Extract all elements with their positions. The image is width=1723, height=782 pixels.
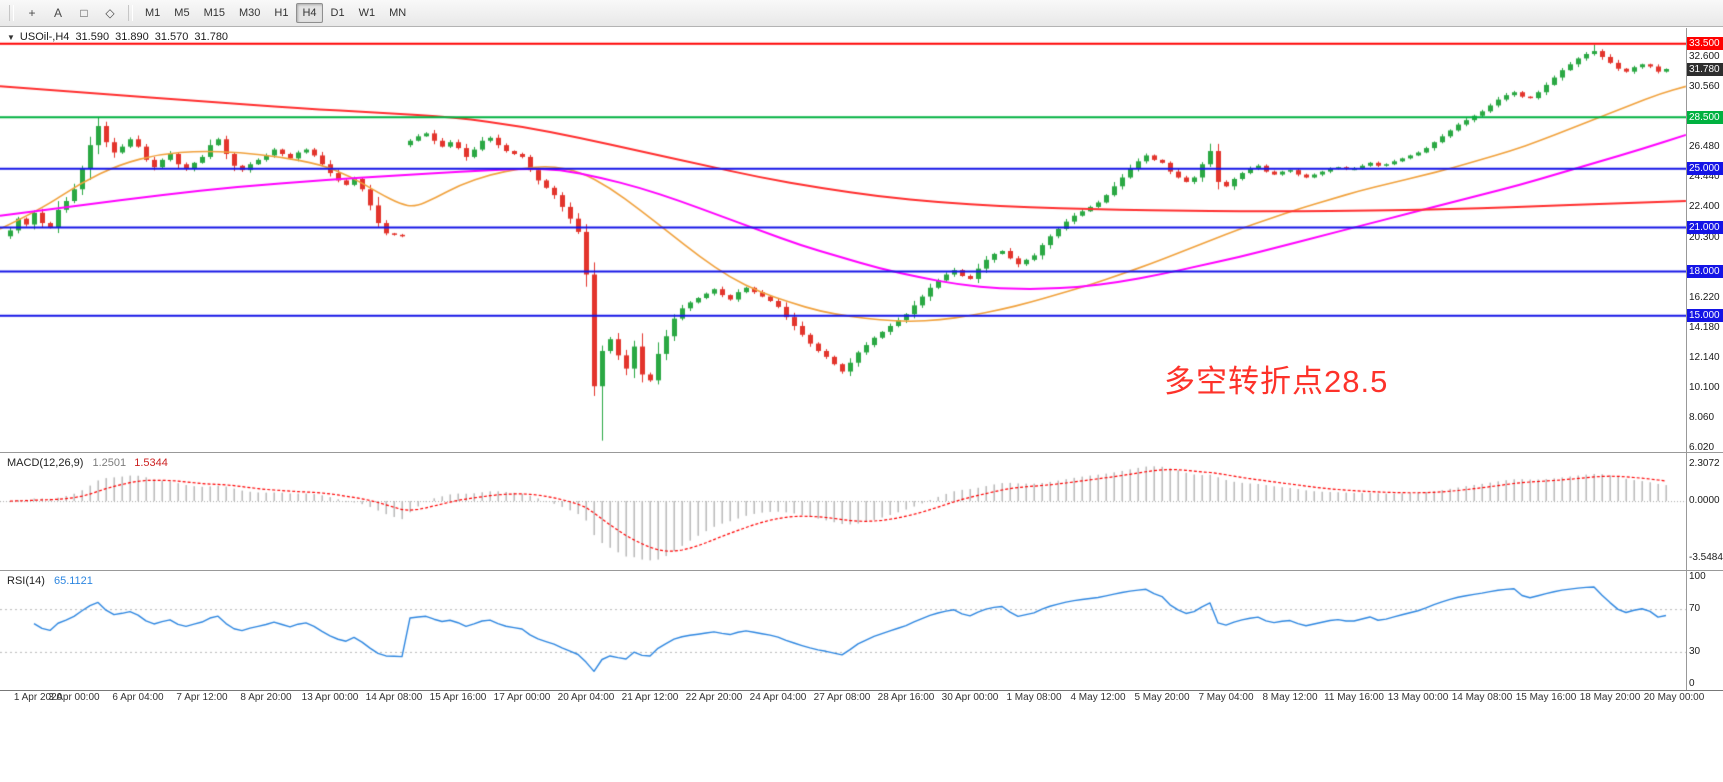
price-scale-label: 32.600 [1689,50,1720,62]
time-axis-label: 15 Apr 16:00 [429,692,487,703]
rsi-scale[interactable]: 100 70 30 0 [1687,571,1723,690]
time-axis-label: 18 May 20:00 [1579,692,1641,703]
rsi-scale-label: 100 [1689,571,1706,582]
price-scale-label: 20.300 [1689,231,1720,243]
panel-divider[interactable] [0,570,1723,571]
timeframe-button-mn[interactable]: MN [383,3,412,23]
macd-value-main: 1.2501 [92,457,127,469]
time-axis-label: 6 Apr 04:00 [112,692,164,703]
main-chart-canvas[interactable] [0,28,1687,452]
macd-scale[interactable]: 2.3072 0.0000 -3.5484 [1687,453,1723,570]
price-level-badge: 15.000 [1687,309,1723,323]
price-scale-label: 22.400 [1689,200,1720,212]
rsi-scale-label: 30 [1689,645,1701,657]
time-axis-label: 1 May 08:00 [1006,692,1062,703]
time-axis-line [0,690,1723,691]
price-scale-label: 6.020 [1689,441,1715,453]
price-scale-label: 10.100 [1689,381,1720,393]
price-scale-label: 24.440 [1689,170,1720,182]
ohlc-high: 31.890 [115,31,149,43]
ohlc-close: 31.780 [194,31,229,43]
price-scale-label: 12.140 [1689,351,1720,363]
time-axis-label: 27 Apr 08:00 [813,692,871,703]
rsi-scale-label: 0 [1689,678,1695,689]
time-axis-label: 17 Apr 00:00 [493,692,551,703]
time-axis-label: 1 Apr 2020 [13,692,63,703]
time-axis-label: 7 May 04:00 [1198,692,1254,703]
time-axis-label: 11 May 16:00 [1324,692,1384,703]
toolbar: + A □ ◇ M1 M5 M15 M30 H1 H4 D1 W1 MN [0,0,1723,27]
time-axis-label: 20 May 00:00 [1643,692,1705,703]
rsi-indicator-label: RSI(14) 65.1121 [7,575,93,587]
macd-name: MACD(12,26,9) [7,457,84,469]
time-axis-label: 8 May 12:00 [1262,692,1318,703]
time-axis-label: 7 Apr 12:00 [176,692,228,703]
price-scale-label: 30.560 [1689,80,1720,92]
time-axis-label: 13 Apr 00:00 [301,692,359,703]
price-level-badge: 33.500 [1687,37,1723,51]
shapes-tool-button[interactable]: □ [72,3,96,24]
price-level-badge: 31.780 [1687,62,1723,76]
price-scale-label: 16.220 [1689,291,1720,303]
macd-scale-label: 0.0000 [1689,495,1720,507]
rsi-name: RSI(14) [7,575,45,587]
ohlc-low: 31.570 [154,31,189,43]
timeframe-button-m30[interactable]: M30 [233,3,266,23]
time-axis-label: 13 May 00:00 [1387,692,1449,703]
price-level-badge: 25.000 [1687,162,1723,176]
timeframe-button-h1[interactable]: H1 [268,3,294,23]
time-axis-label: 21 Apr 12:00 [621,692,679,703]
time-axis-label: 30 Apr 00:00 [941,692,999,703]
time-axis-label: 15 May 16:00 [1515,692,1577,703]
ohlc-open: 31.590 [75,31,110,43]
symbol-period: USOil-,H4 [19,31,70,43]
time-axis-label: 14 May 08:00 [1451,692,1513,703]
price-scale-label: 8.060 [1689,411,1715,423]
price-scale-label: 14.180 [1689,321,1720,333]
toolbar-grip[interactable] [9,5,14,21]
chart-title: ▼ USOil-,H4 31.590 31.890 31.570 31.780 [7,31,228,43]
time-axis-label: 14 Apr 08:00 [365,692,423,703]
time-axis[interactable]: 1 Apr 2020 3 Apr 00:00 6 Apr 04:00 7 Apr 12… [0,691,1723,706]
time-axis-label: 22 Apr 20:00 [685,692,743,703]
price-scale[interactable]: 32.600 30.560 26.480 24.440 22.400 20.300 16.2… [1687,28,1723,453]
price-level-badge: 28.500 [1687,110,1723,124]
price-level-badge: 18.000 [1687,265,1723,279]
cursor-tool-button[interactable]: + [20,3,44,24]
rsi-panel-canvas[interactable] [0,571,1687,690]
toolbar-grip[interactable] [128,5,133,21]
chart-annotation-text[interactable]: 多空转折点28.5 [1164,364,1389,399]
rsi-value: 65.1121 [53,575,93,587]
time-axis-label: 3 Apr 00:00 [48,692,100,703]
timeframe-button-m15[interactable]: M15 [198,3,231,23]
text-tool-button[interactable]: A [46,3,70,24]
drawing-tools-group: + A □ ◇ [19,3,123,24]
time-axis-label: 8 Apr 20:00 [240,692,292,703]
time-axis-label: 5 May 20:00 [1134,692,1190,703]
macd-value-signal: 1.5344 [134,457,168,469]
timeframe-button-d1[interactable]: D1 [325,3,351,23]
price-scale-border [1686,28,1687,690]
macd-scale-label: -3.5484 [1689,551,1723,563]
timeframe-group: M1 M5 M15 M30 H1 H4 D1 W1 MN [138,3,413,23]
macd-scale-label: 2.3072 [1689,458,1720,470]
timeframe-button-w1[interactable]: W1 [353,3,382,23]
rsi-scale-label: 70 [1689,603,1701,615]
timeframe-button-m1[interactable]: M1 [139,3,166,23]
draw-tool-button[interactable]: ◇ [98,3,122,24]
symbol-dropdown-icon[interactable]: ▼ [7,32,15,42]
macd-indicator-label: MACD(12,26,9) 1.2501 1.5344 [7,457,168,469]
price-scale-label: 26.480 [1689,140,1720,152]
macd-panel-canvas[interactable] [0,453,1687,570]
price-level-badge: 21.000 [1687,220,1723,234]
time-axis-label: 4 May 12:00 [1070,692,1126,703]
time-axis-label: 28 Apr 16:00 [877,692,935,703]
panel-divider[interactable] [0,452,1723,453]
time-axis-label: 24 Apr 04:00 [749,692,807,703]
timeframe-button-h4[interactable]: H4 [296,3,323,23]
time-axis-label: 20 Apr 04:00 [557,692,615,703]
timeframe-button-m5[interactable]: M5 [168,3,195,23]
